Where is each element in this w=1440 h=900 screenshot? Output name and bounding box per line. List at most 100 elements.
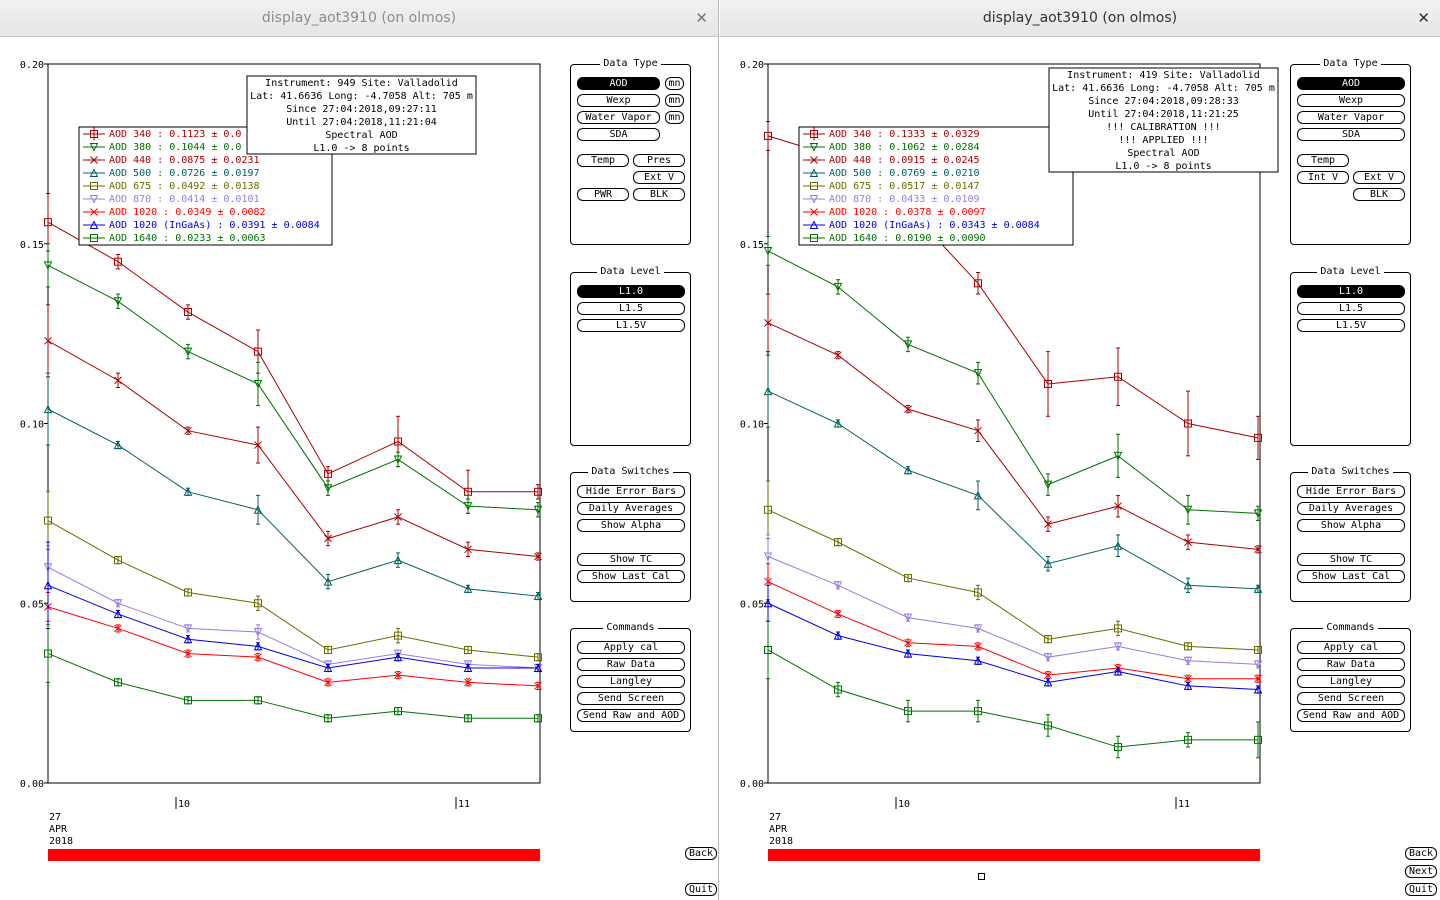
quit-button[interactable]: Quit (685, 883, 717, 896)
y-tick-label: 0.15 (740, 240, 764, 251)
legend-label: AOD 870 : 0.0414 ± 0.0101 (109, 194, 260, 205)
ext-v-button[interactable]: Ext V (633, 171, 685, 184)
marker (533, 505, 543, 515)
panel-title: Commands (603, 622, 658, 633)
series-line (767, 581, 1258, 680)
window-right: display_aot3910 (on olmos) ✕ 0.00 0.05 0.1… (720, 0, 1440, 900)
send-raw-and-aod-button[interactable]: Send Raw and AOD (577, 709, 685, 722)
marker (113, 599, 123, 608)
blk-button[interactable]: BLK (1353, 188, 1405, 201)
water-vapor-button[interactable]: Water Vapor (1297, 111, 1405, 124)
show-last-cal-button[interactable]: Show Last Cal (1297, 570, 1405, 583)
close-icon[interactable]: ✕ (695, 9, 708, 27)
level-l10-button[interactable]: L1.0 (577, 285, 685, 298)
wexp-button[interactable]: Wexp (1297, 94, 1405, 107)
marker (1184, 735, 1192, 744)
marker (253, 379, 263, 389)
marker (833, 418, 843, 428)
panel-title: Commands (1323, 622, 1378, 633)
pwr-button[interactable]: PWR (577, 188, 629, 201)
show-tc-button[interactable]: Show TC (1297, 553, 1405, 566)
hide-error-bars-button[interactable]: Hide Error Bars (577, 485, 685, 498)
back-button[interactable]: Back (1405, 847, 1437, 860)
marker (904, 638, 912, 647)
legend-label: AOD 380 : 0.1044 ± 0.0 (109, 142, 241, 153)
ext-v-button[interactable]: Ext V (1353, 171, 1405, 184)
langley-button[interactable]: Langley (577, 675, 685, 688)
x-tick-label: 11 (458, 799, 470, 810)
marker (1184, 538, 1192, 546)
send-screen-button[interactable]: Send Screen (1297, 692, 1405, 705)
series-line (767, 509, 1259, 651)
sda-button[interactable]: SDA (1297, 128, 1405, 141)
level-l15v-button[interactable]: L1.5V (577, 319, 685, 332)
aod-button[interactable]: AOD (577, 77, 660, 90)
marker (809, 195, 819, 204)
marker (89, 168, 99, 177)
apply-cal-button[interactable]: Apply cal (577, 641, 685, 654)
water-vapor-button[interactable]: Water Vapor (577, 111, 660, 124)
marker (393, 455, 403, 465)
langley-button[interactable]: Langley (1297, 675, 1405, 688)
mn-button[interactable]: mn (665, 77, 684, 90)
apply-cal-button[interactable]: Apply cal (1297, 641, 1405, 654)
mn-button[interactable]: mn (665, 111, 684, 124)
send-screen-button[interactable]: Send Screen (577, 692, 685, 705)
pres-button[interactable]: Pres (633, 154, 685, 167)
marker (763, 552, 773, 562)
marker (533, 591, 543, 601)
info-line: Until 27:04:2018,11:21:04 (286, 117, 437, 128)
marker (184, 649, 192, 658)
temp-button[interactable]: Temp (577, 154, 629, 167)
aod-button[interactable]: AOD (1297, 77, 1405, 90)
panel-data-type: Data Type AOD mn Wexp mn Water Vapor mn … (570, 58, 691, 245)
level-l15-button[interactable]: L1.5 (1297, 302, 1405, 315)
show-alpha-button[interactable]: Show Alpha (1297, 519, 1405, 532)
marker (1254, 645, 1262, 654)
title-bar[interactable]: display_aot3910 (on olmos) ✕ (0, 0, 718, 37)
close-icon[interactable]: ✕ (1417, 9, 1430, 27)
legend-label: AOD 380 : 0.1062 ± 0.0284 (829, 142, 980, 153)
marker (1254, 674, 1262, 683)
marker (324, 645, 332, 654)
mn-button[interactable]: mn (665, 94, 684, 107)
marker (1044, 635, 1052, 644)
marker (834, 351, 842, 360)
marker (1114, 502, 1122, 511)
temp-button[interactable]: Temp (1297, 154, 1349, 167)
level-l15v-button[interactable]: L1.5V (1297, 319, 1405, 332)
show-tc-button[interactable]: Show TC (577, 553, 685, 566)
raw-data-button[interactable]: Raw Data (1297, 658, 1405, 671)
raw-data-button[interactable]: Raw Data (577, 658, 685, 671)
sda-button[interactable]: SDA (577, 128, 660, 141)
marker (183, 487, 193, 496)
marker (1183, 656, 1193, 666)
marker (44, 336, 52, 345)
next-button[interactable]: Next (1405, 865, 1437, 878)
level-l10-button[interactable]: L1.0 (1297, 285, 1405, 298)
marker (114, 624, 122, 633)
wexp-button[interactable]: Wexp (577, 94, 660, 107)
panel-title: Data Switches (1308, 466, 1393, 477)
show-alpha-button[interactable]: Show Alpha (577, 519, 685, 532)
marker (394, 513, 402, 521)
series-aod-380 (43, 243, 543, 518)
daily-averages-button[interactable]: Daily Averages (577, 502, 685, 515)
send-raw-and-aod-button[interactable]: Send Raw and AOD (1297, 709, 1405, 722)
hide-error-bars-button[interactable]: Hide Error Bars (1297, 485, 1405, 498)
marker (1183, 580, 1193, 590)
marker (114, 556, 122, 565)
title-bar[interactable]: display_aot3910 (on olmos) ✕ (720, 0, 1440, 37)
show-last-cal-button[interactable]: Show Last Cal (577, 570, 685, 583)
daily-averages-button[interactable]: Daily Averages (1297, 502, 1405, 515)
quit-button[interactable]: Quit (1405, 883, 1437, 896)
blk-button[interactable]: BLK (633, 188, 685, 201)
panel-title: Data Switches (588, 466, 673, 477)
back-button[interactable]: Back (685, 847, 717, 860)
info-box: Instrument: 419 Site: Valladolid Lat: 41.… (1048, 67, 1279, 173)
level-l15-button[interactable]: L1.5 (577, 302, 685, 315)
scroll-marker-icon[interactable] (978, 873, 985, 880)
info-line: Spectral AOD (1127, 148, 1199, 159)
marker (114, 376, 122, 385)
int-v-button[interactable]: Int V (1297, 171, 1349, 184)
